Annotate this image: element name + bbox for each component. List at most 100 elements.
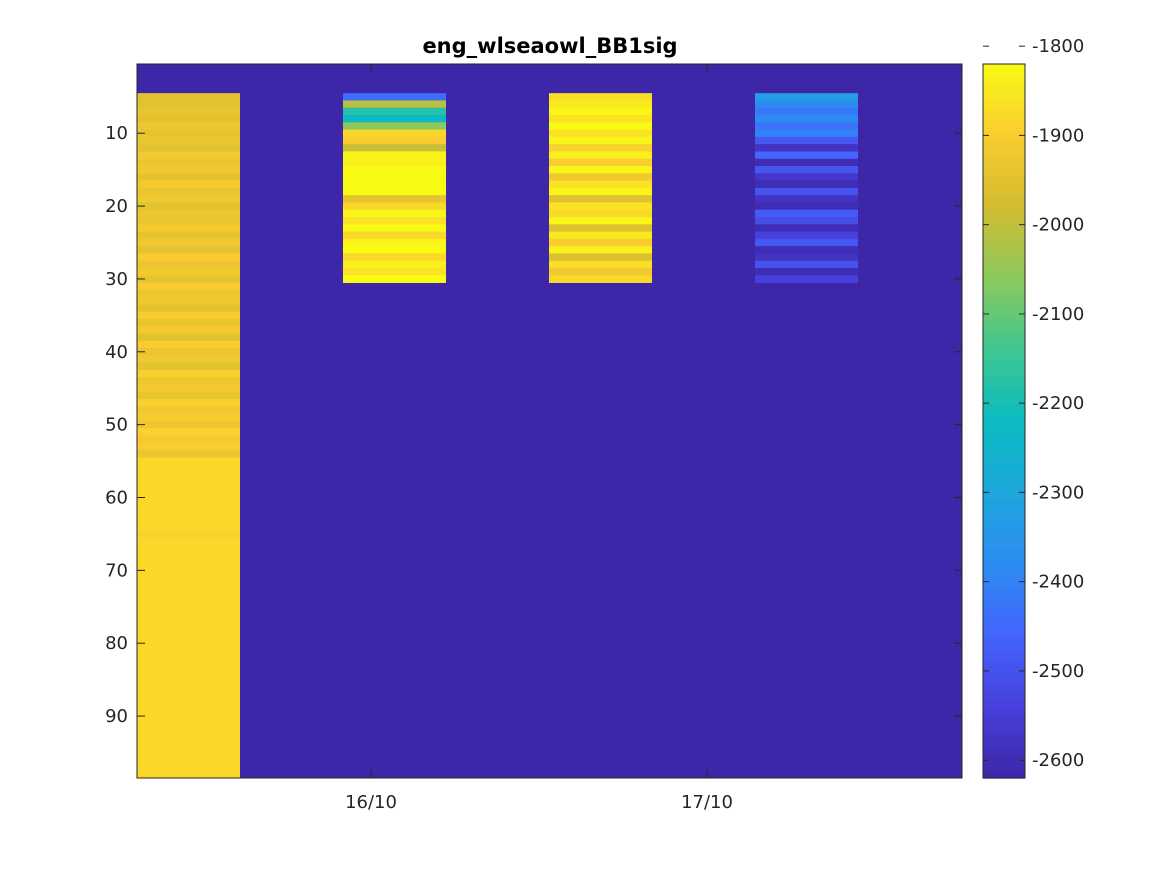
colorbar-strip [983,158,1025,166]
heatmap-cell [137,450,240,458]
chart-title: eng_wlseaowl_BB1sig [422,34,677,58]
heatmap-cell [343,231,446,240]
heatmap-cell [549,151,652,160]
colorbar-strip [983,711,1025,718]
heatmap-cell [137,399,240,407]
colorbar-strip [983,649,1025,656]
heatmap-cell [755,275,858,283]
heatmap-cell [137,268,240,276]
colorbar-strip [983,504,1025,511]
heatmap-cell [137,712,240,721]
heatmap-cell [343,100,446,109]
heatmap-cell [137,144,240,152]
heatmap-cell [137,282,240,291]
colorbar-strip [983,64,1025,71]
heatmap-cell [549,158,652,167]
heatmap-cell [549,238,652,247]
colorbar-strip [983,97,1025,104]
colorbar-strip [983,404,1025,411]
heatmap-cell [549,107,652,116]
heatmap-cell [343,115,446,123]
colorbar-strip [983,521,1025,528]
heatmap-cell [343,122,446,130]
colorbar-strip [983,716,1025,723]
heatmap-cell [137,552,240,560]
heatmap-cell [549,173,652,181]
colorbar-strip [983,666,1025,673]
colorbar-strip [983,454,1025,461]
heatmap-cell [137,523,240,531]
heatmap-cell [343,260,446,269]
colorbar-strip [983,460,1025,467]
colorbar-strip [983,766,1025,774]
colorbar-strip [983,298,1025,305]
colorbar-strip [983,75,1025,82]
colorbar-strip [983,627,1025,634]
colorbar-strip [983,605,1025,612]
colorbar-strip [983,482,1025,489]
colorbar-strip [983,303,1025,311]
colorbar-strip [983,365,1025,372]
y-tick-label: 50 [105,415,128,436]
colorbar-strip [983,270,1025,277]
colorbar-strip [983,292,1025,299]
heatmap-cell [549,224,652,232]
heatmap-cell [549,187,652,196]
y-tick-label: 60 [105,488,128,509]
colorbar-strip [983,80,1025,87]
heatmap-cell [137,340,240,349]
heatmap-cell [755,129,858,138]
heatmap-cell [137,719,240,728]
y-tick-label: 20 [105,196,128,217]
heatmap-cell [343,107,446,116]
heatmap-cell [755,158,858,167]
heatmap-cell [755,253,858,262]
colorbar-strip [983,91,1025,99]
heatmap-cell [343,158,446,167]
y-axis: 10 20 30 40 50 60 70 80 90 [105,123,962,727]
colorbar-strip [983,387,1025,394]
heatmap-cell [137,151,240,160]
colorbar-strip [983,197,1025,205]
colorbar-strip [983,727,1025,734]
heatmap-cell [137,413,240,422]
heatmap-cell [137,202,240,211]
colorbar-strip [983,660,1025,668]
colorbar-strip [983,309,1025,316]
x-axis: 16/10 17/10 [345,64,733,813]
heatmap-cell [755,115,858,123]
heatmap-cell [755,195,858,203]
colorbar-strip [983,549,1025,556]
heatmap-cell [137,508,240,517]
heatmap-cell [137,501,240,509]
heatmap-cell [343,136,446,145]
colorbar-strip [983,515,1025,523]
colorbar-strip [983,772,1025,779]
heatmap-cell [755,224,858,232]
heatmap-cell [137,676,240,684]
heatmap-cell [137,362,240,371]
colorbar-strip [983,761,1025,768]
heatmap-cell [343,166,446,174]
colorbar-strip [983,616,1025,623]
colorbar-strip [983,147,1025,154]
heatmap-cell [755,260,858,269]
heatmap-cell [137,748,240,757]
colorbar-strip [983,672,1025,679]
heatmap-cell [137,741,240,750]
colorbar-strip [983,744,1025,751]
colorbar-strip [983,242,1025,249]
heatmap-cell [137,195,240,203]
colorbar-strip [983,69,1025,76]
heatmap-cell [549,275,652,283]
heatmap-cell [137,654,240,662]
colorbar-tick-label: -1800 [1032,36,1084,57]
heatmap-cell [137,187,240,196]
colorbar-tick-label: -2600 [1032,750,1084,771]
colorbar-strip [983,381,1025,389]
heatmap-cell [137,406,240,415]
heatmap-cell [137,639,240,648]
heatmap-cell [549,100,652,109]
colorbar-strip [983,348,1025,355]
colorbar-strip [983,437,1025,444]
